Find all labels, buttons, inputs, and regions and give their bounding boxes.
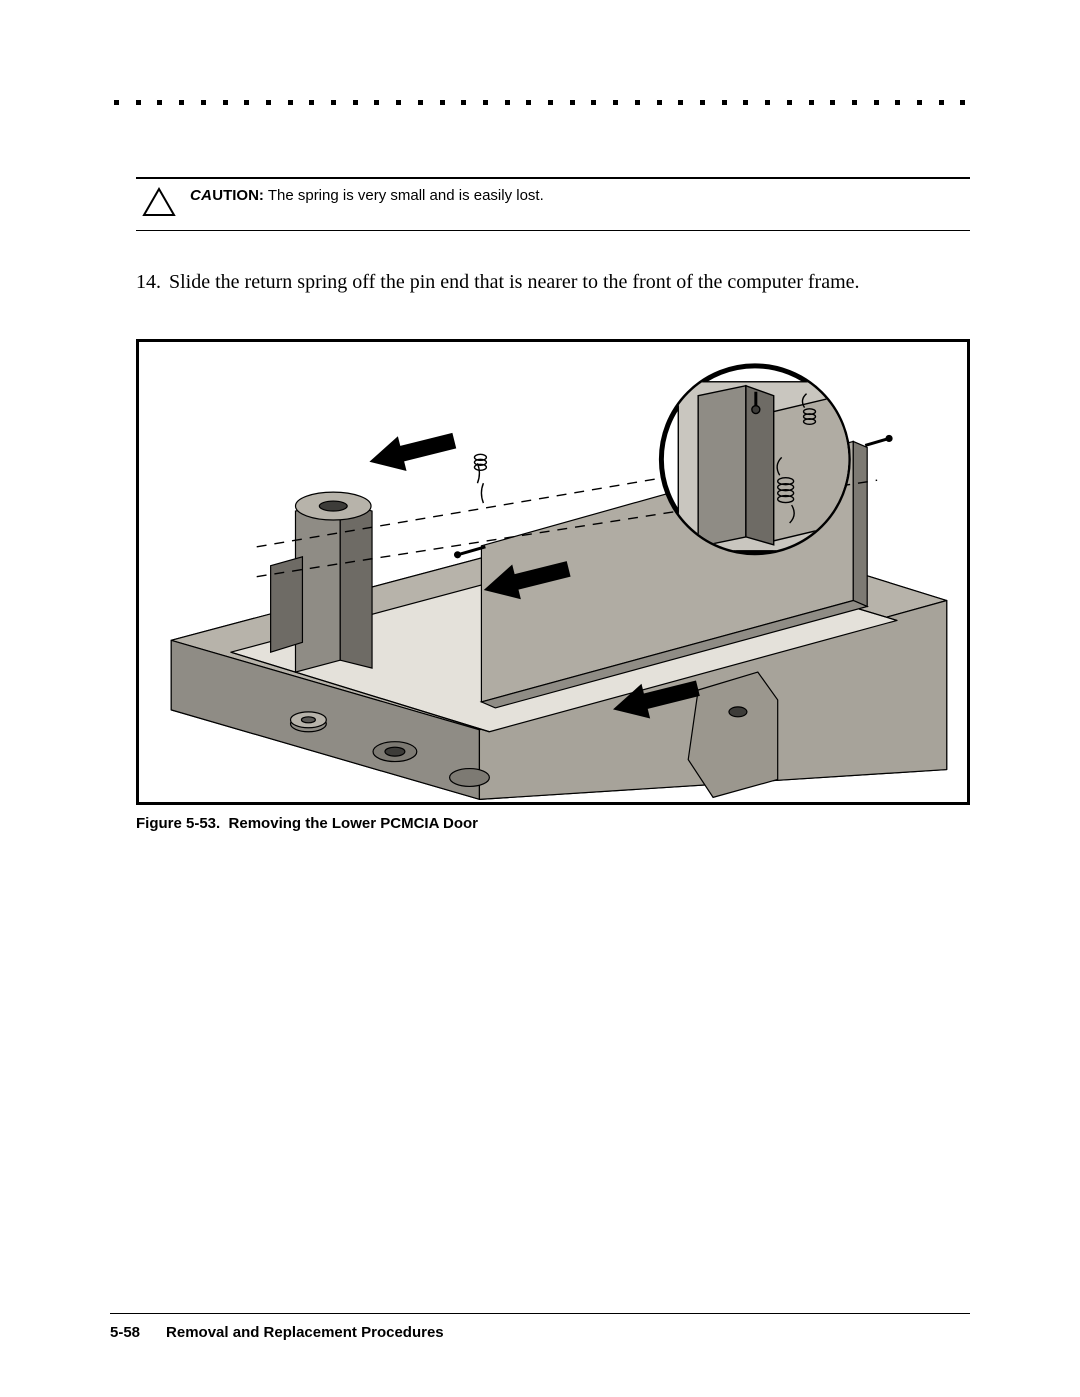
rule-dot <box>830 100 835 105</box>
rule-dot <box>722 100 727 105</box>
rule-dot <box>960 100 965 105</box>
rule-dot <box>244 100 249 105</box>
figure: Figure 5-53. Removing the Lower PCMCIA D… <box>136 339 970 832</box>
spring-loose <box>474 454 486 503</box>
rule-dot <box>331 100 336 105</box>
rule-dot <box>309 100 314 105</box>
caution-triangle-icon <box>142 187 176 222</box>
page-footer: 5-58 Removal and Replacement Procedures <box>110 1313 970 1341</box>
rule-dot <box>266 100 271 105</box>
caution-text: CAUTION: The spring is very small and is… <box>190 185 544 206</box>
hinge-post <box>271 492 372 672</box>
caution-body: The spring is very small and is easily l… <box>264 187 544 204</box>
caution-block: CAUTION: The spring is very small and is… <box>136 177 970 231</box>
rule-dot <box>852 100 857 105</box>
rule-dot <box>136 100 141 105</box>
rule-dot <box>418 100 423 105</box>
rule-dot <box>635 100 640 105</box>
rule-dot <box>895 100 900 105</box>
arrow-left-icon <box>365 423 459 479</box>
rule-dot <box>483 100 488 105</box>
step-number: 14. <box>136 267 161 297</box>
rule-dot <box>657 100 662 105</box>
rule-dot <box>223 100 228 105</box>
page: CAUTION: The spring is very small and is… <box>0 0 1080 1397</box>
bracket <box>688 672 777 797</box>
page-number: 5-58 <box>110 1324 140 1341</box>
rule-dot <box>157 100 162 105</box>
caution-label-bold: UTION: <box>212 187 264 204</box>
rule-dot <box>374 100 379 105</box>
rule-dot <box>591 100 596 105</box>
rule-dot <box>765 100 770 105</box>
rule-dot <box>353 100 358 105</box>
rule-dot <box>613 100 618 105</box>
rule-dot <box>505 100 510 105</box>
rule-dot <box>939 100 944 105</box>
rule-dot <box>440 100 445 105</box>
rule-dot <box>548 100 553 105</box>
step-item: 14. Slide the return spring off the pin … <box>136 267 970 297</box>
rule-dot <box>526 100 531 105</box>
rule-dot <box>874 100 879 105</box>
step-list: 14. Slide the return spring off the pin … <box>136 267 970 297</box>
figure-caption-prefix: Figure 5-53. <box>136 815 220 832</box>
rule-dot <box>201 100 206 105</box>
rule-dot <box>179 100 184 105</box>
dotted-rule <box>110 100 970 105</box>
section-title: Removal and Replacement Procedures <box>166 1324 444 1341</box>
rule-dot <box>461 100 466 105</box>
caution-label-italic: CA <box>190 187 212 204</box>
step-text: Slide the return spring off the pin end … <box>169 267 970 297</box>
rule-dot <box>787 100 792 105</box>
rule-dot <box>114 100 119 105</box>
figure-caption-title: Removing the Lower PCMCIA Door <box>229 815 478 832</box>
rule-dot <box>570 100 575 105</box>
rule-dot <box>917 100 922 105</box>
rule-dot <box>288 100 293 105</box>
figure-illustration <box>136 339 970 805</box>
rule-dot <box>809 100 814 105</box>
rule-dot <box>396 100 401 105</box>
rule-dot <box>700 100 705 105</box>
rule-dot <box>678 100 683 105</box>
rule-dot <box>743 100 748 105</box>
figure-caption: Figure 5-53. Removing the Lower PCMCIA D… <box>136 815 970 832</box>
